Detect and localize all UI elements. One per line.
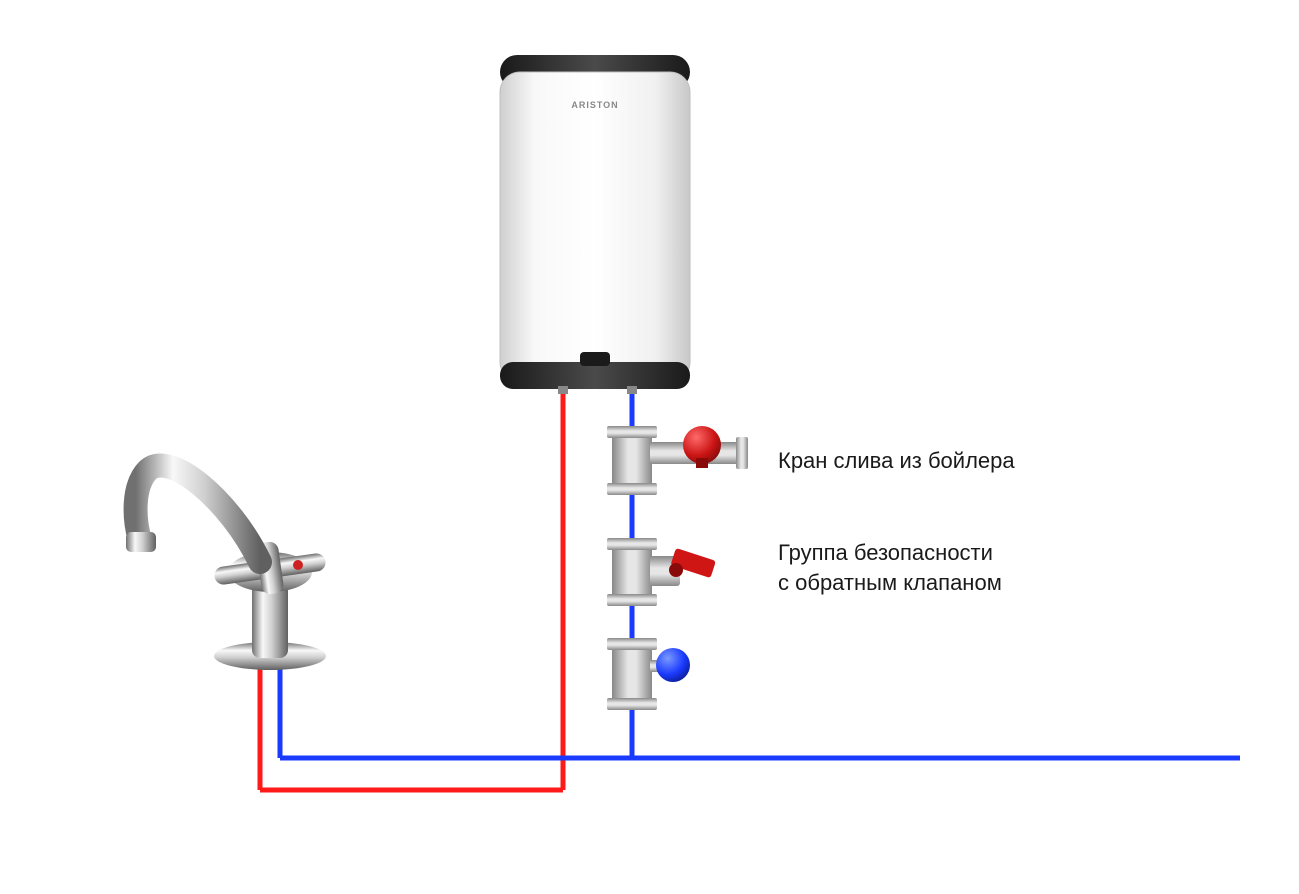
drain-valve [607,426,748,495]
drain-tap-label: Кран слива из бойлера [778,448,1015,474]
plumbing-diagram: ARISTON [0,0,1299,894]
faucet [126,466,327,670]
boiler-brand-label: ARISTON [571,100,618,110]
safety-group-label-line1: Группа безопасности [778,540,993,566]
safety-group-handle-icon [669,548,716,578]
boiler: ARISTON [500,55,690,394]
inlet-valve-ball-icon [656,648,690,682]
safety-group-label-line2: с обратным клапаном [778,570,1002,596]
inlet-valve [607,638,690,710]
faucet-hot-indicator-icon [293,560,303,570]
pipes-layer [260,389,1240,790]
safety-group-valve [607,538,716,606]
boiler-display [580,352,610,366]
